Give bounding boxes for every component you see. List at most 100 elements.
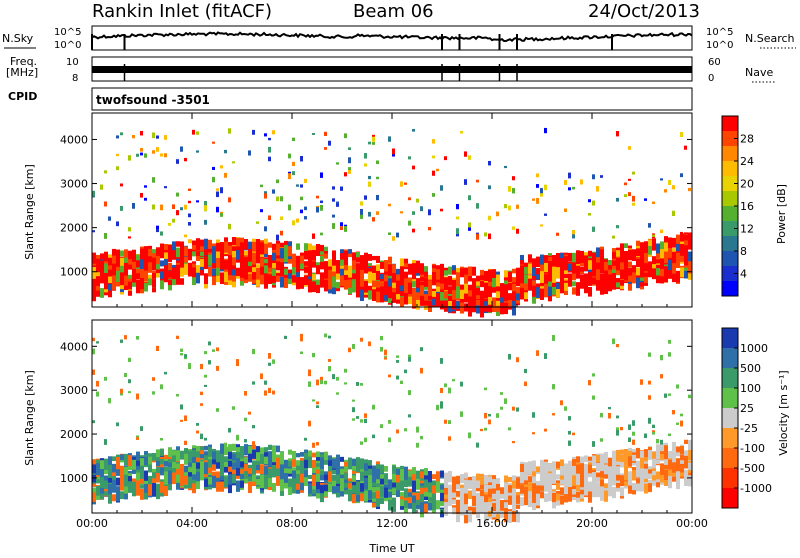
echo-cell	[664, 269, 668, 278]
echo-cell	[200, 363, 203, 370]
echo-cell	[688, 462, 692, 471]
echo-cell	[232, 161, 235, 164]
echo-cell	[580, 283, 584, 289]
echo-cell	[484, 305, 488, 312]
echo-cell	[424, 300, 428, 306]
beam-title: Beam 06	[353, 1, 434, 22]
echo-cell	[448, 495, 452, 501]
echo-cell	[124, 275, 128, 283]
echo-cell	[664, 242, 668, 252]
echo-cell	[264, 466, 268, 473]
echo-cell	[220, 464, 224, 476]
echo-cell	[232, 474, 236, 484]
echo-cell	[192, 462, 196, 475]
echo-cell	[92, 337, 95, 342]
echo-cell	[344, 172, 347, 177]
echo-cell	[660, 269, 664, 277]
echo-cell	[92, 420, 95, 424]
echo-cell	[116, 486, 120, 492]
echo-cell	[600, 249, 604, 256]
echo-cell	[652, 451, 656, 459]
echo-cell	[568, 172, 571, 179]
power-ylabel: Slant Range [km]	[23, 164, 36, 260]
echo-cell	[156, 487, 160, 496]
echo-cell	[248, 446, 252, 455]
echo-cell	[316, 481, 320, 490]
echo-cell	[468, 290, 472, 297]
echo-cell	[572, 186, 575, 190]
echo-cell	[220, 244, 224, 257]
echo-cell	[668, 393, 671, 396]
echo-cell	[416, 299, 420, 310]
echo-cell	[588, 491, 592, 503]
echo-cell	[472, 289, 476, 296]
echo-cell	[260, 242, 264, 253]
echo-cell	[176, 241, 180, 247]
echo-cell	[304, 458, 308, 469]
echo-cell	[208, 239, 212, 249]
echo-cell	[648, 245, 652, 255]
echo-cell	[412, 228, 415, 233]
echo-cell	[244, 471, 248, 476]
echo-cell	[416, 260, 420, 269]
velocity-colorbar-label: Velocity [m s⁻¹]	[777, 370, 790, 455]
echo-cell	[488, 286, 492, 298]
echo-cell	[184, 448, 188, 454]
echo-cell	[180, 348, 183, 352]
echo-cell	[468, 195, 471, 201]
echo-cell	[260, 184, 263, 188]
echo-cell	[240, 480, 244, 488]
echo-cell	[164, 252, 168, 259]
echo-cell	[484, 301, 488, 306]
echo-cell	[260, 447, 264, 459]
echo-cell	[128, 155, 131, 161]
echo-cell	[504, 285, 508, 293]
echo-cell	[292, 255, 296, 266]
echo-cell	[676, 451, 680, 457]
echo-cell	[664, 189, 667, 193]
echo-cell	[396, 360, 399, 363]
echo-cell	[504, 475, 508, 483]
echo-cell	[224, 241, 228, 253]
echo-cell	[504, 496, 508, 509]
echo-cell	[376, 270, 380, 280]
echo-cell	[432, 507, 436, 514]
colorbar-tick-label: 12	[740, 223, 754, 236]
echo-cell	[304, 261, 308, 272]
echo-cell	[96, 285, 100, 292]
echo-cell	[476, 505, 480, 516]
echo-cell	[476, 179, 479, 183]
echo-cell	[160, 481, 164, 493]
echo-cell	[680, 231, 683, 235]
echo-cell	[356, 494, 360, 502]
echo-cell	[368, 341, 371, 347]
echo-cell	[604, 474, 608, 479]
echo-cell	[148, 460, 152, 473]
echo-cell	[396, 468, 400, 475]
echo-cell	[436, 168, 439, 172]
echo-cell	[624, 182, 627, 186]
echo-cell	[212, 246, 216, 258]
echo-cell	[200, 246, 204, 257]
echo-cell	[280, 230, 283, 236]
echo-cell	[648, 267, 652, 276]
echo-cell	[544, 285, 548, 298]
echo-cell	[456, 233, 459, 237]
echo-cell	[448, 286, 452, 294]
echo-cell	[532, 497, 536, 509]
echo-cell	[228, 252, 232, 258]
echo-cell	[332, 214, 335, 218]
echo-cell	[308, 369, 311, 373]
echo-cell	[208, 459, 212, 468]
echo-cell	[604, 451, 608, 464]
echo-cell	[388, 287, 392, 298]
echo-cell	[612, 281, 616, 290]
echo-cell	[216, 365, 219, 371]
echo-cell	[576, 476, 580, 485]
echo-cell	[616, 257, 620, 267]
echo-cell	[468, 432, 471, 439]
echo-cell	[584, 273, 588, 280]
echo-cell	[116, 221, 119, 227]
echo-cell	[364, 269, 368, 274]
